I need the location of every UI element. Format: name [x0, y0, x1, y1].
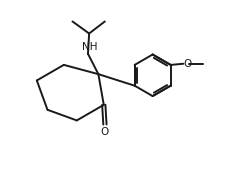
Text: O: O — [184, 59, 192, 69]
Text: O: O — [101, 127, 109, 137]
Text: NH: NH — [82, 42, 97, 52]
